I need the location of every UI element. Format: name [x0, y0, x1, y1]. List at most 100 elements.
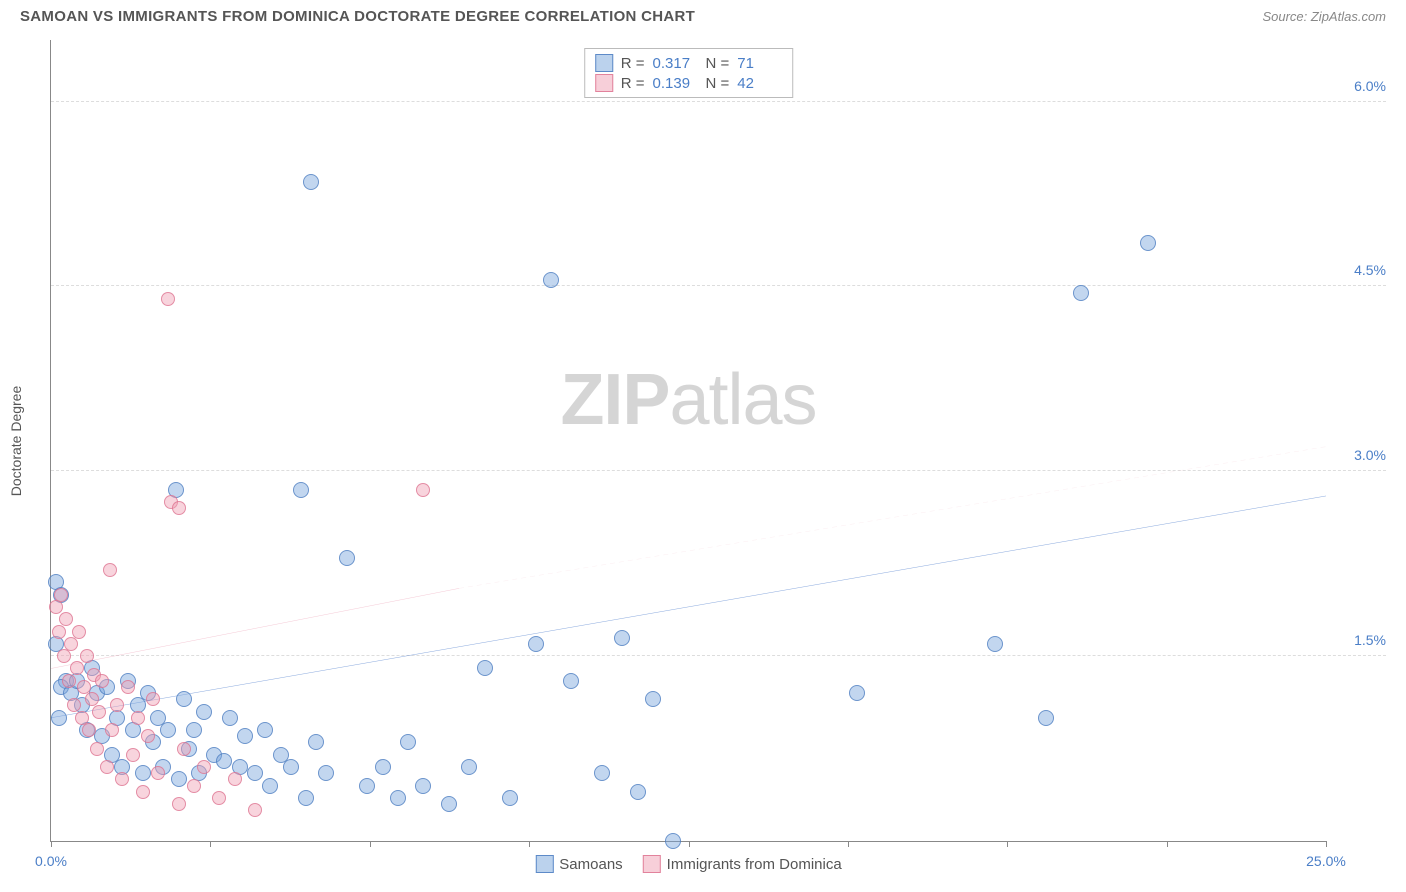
scatter-point — [645, 691, 661, 707]
scatter-point — [257, 722, 273, 738]
scatter-point — [563, 673, 579, 689]
stats-row-samoans: R = 0.317 N = 71 — [595, 53, 783, 73]
y-axis-label: Doctorate Degree — [8, 385, 24, 496]
scatter-point — [298, 790, 314, 806]
swatch-blue-icon — [535, 855, 553, 873]
y-tick-label: 3.0% — [1331, 447, 1386, 463]
scatter-point — [196, 704, 212, 720]
x-tick — [848, 841, 849, 847]
x-tick — [689, 841, 690, 847]
x-tick-label: 25.0% — [1306, 853, 1346, 869]
scatter-point — [186, 722, 202, 738]
trendlines — [51, 40, 1326, 841]
scatter-point — [51, 710, 67, 726]
scatter-point — [216, 753, 232, 769]
x-tick — [1326, 841, 1327, 847]
plot-area: 1.5%3.0%4.5%6.0%0.0%25.0% — [51, 40, 1326, 841]
scatter-point — [283, 759, 299, 775]
scatter-point — [441, 796, 457, 812]
scatter-point — [543, 272, 559, 288]
scatter-point — [594, 765, 610, 781]
scatter-point — [502, 790, 518, 806]
r-label: R = — [621, 75, 645, 92]
n-label: N = — [706, 75, 730, 92]
scatter-point — [359, 778, 375, 794]
scatter-point — [151, 766, 165, 780]
scatter-point — [54, 588, 68, 602]
scatter-point — [146, 692, 160, 706]
scatter-point — [630, 784, 646, 800]
scatter-point — [115, 772, 129, 786]
x-tick — [529, 841, 530, 847]
scatter-point — [212, 791, 226, 805]
scatter-point — [665, 833, 681, 849]
scatter-point — [72, 625, 86, 639]
scatter-point — [90, 742, 104, 756]
scatter-point — [177, 742, 191, 756]
swatch-pink-icon — [595, 74, 613, 92]
swatch-blue-icon — [595, 54, 613, 72]
scatter-point — [1140, 235, 1156, 251]
scatter-point — [80, 649, 94, 663]
r-label: R = — [621, 55, 645, 72]
scatter-point — [172, 501, 186, 515]
y-tick-label: 1.5% — [1331, 632, 1386, 648]
x-tick-label: 0.0% — [35, 853, 67, 869]
scatter-point — [614, 630, 630, 646]
scatter-point — [237, 728, 253, 744]
scatter-point — [390, 790, 406, 806]
gridline — [51, 655, 1386, 656]
scatter-point — [461, 759, 477, 775]
scatter-point — [161, 292, 175, 306]
scatter-point — [222, 710, 238, 726]
x-tick — [370, 841, 371, 847]
scatter-point — [339, 550, 355, 566]
gridline — [51, 285, 1386, 286]
gridline — [51, 101, 1386, 102]
chart-container: Doctorate Degree ZIPatlas 1.5%3.0%4.5%6.… — [50, 40, 1326, 842]
scatter-point — [62, 674, 76, 688]
scatter-point — [849, 685, 865, 701]
x-tick — [1007, 841, 1008, 847]
y-tick-label: 4.5% — [1331, 262, 1386, 278]
scatter-point — [95, 674, 109, 688]
gridline — [51, 470, 1386, 471]
scatter-point — [70, 661, 84, 675]
scatter-point — [141, 729, 155, 743]
x-tick — [51, 841, 52, 847]
scatter-point — [228, 772, 242, 786]
scatter-point — [136, 785, 150, 799]
legend-label-dominica: Immigrants from Dominica — [667, 856, 842, 873]
scatter-point — [92, 705, 106, 719]
r-value-dominica: 0.139 — [653, 75, 698, 92]
scatter-point — [105, 723, 119, 737]
scatter-point — [131, 711, 145, 725]
scatter-point — [187, 779, 201, 793]
scatter-point — [126, 748, 140, 762]
source-attribution: Source: ZipAtlas.com — [1262, 9, 1386, 24]
scatter-point — [528, 636, 544, 652]
y-tick-label: 6.0% — [1331, 78, 1386, 94]
x-tick — [1167, 841, 1168, 847]
scatter-point — [375, 759, 391, 775]
scatter-point — [103, 563, 117, 577]
scatter-point — [176, 691, 192, 707]
chart-title: SAMOAN VS IMMIGRANTS FROM DOMINICA DOCTO… — [20, 8, 695, 25]
n-value-dominica: 42 — [737, 75, 782, 92]
scatter-point — [160, 722, 176, 738]
scatter-point — [416, 483, 430, 497]
scatter-point — [400, 734, 416, 750]
scatter-point — [248, 803, 262, 817]
scatter-point — [262, 778, 278, 794]
scatter-point — [197, 760, 211, 774]
scatter-point — [172, 797, 186, 811]
scatter-point — [987, 636, 1003, 652]
scatter-point — [82, 723, 96, 737]
scatter-point — [59, 612, 73, 626]
scatter-point — [415, 778, 431, 794]
scatter-point — [52, 625, 66, 639]
scatter-point — [308, 734, 324, 750]
scatter-point — [247, 765, 263, 781]
scatter-point — [110, 698, 124, 712]
scatter-point — [318, 765, 334, 781]
